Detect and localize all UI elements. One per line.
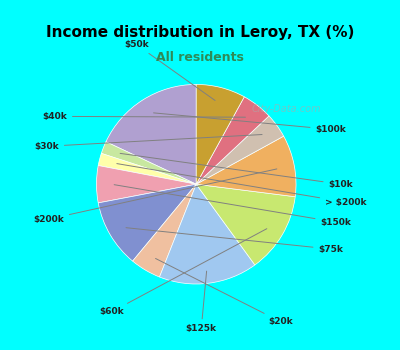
Text: City-Data.com: City-Data.com (251, 104, 321, 114)
Text: $50k: $50k (124, 40, 215, 100)
Text: $60k: $60k (99, 229, 267, 316)
Text: $30k: $30k (34, 134, 262, 151)
Wedge shape (106, 84, 196, 184)
Wedge shape (101, 142, 196, 184)
Text: $200k: $200k (33, 169, 277, 224)
Wedge shape (133, 184, 196, 277)
Text: $20k: $20k (156, 258, 293, 327)
Text: $150k: $150k (114, 185, 351, 227)
Text: > $200k: > $200k (117, 163, 367, 207)
Text: Income distribution in Leroy, TX (%): Income distribution in Leroy, TX (%) (46, 25, 354, 40)
Text: $125k: $125k (186, 271, 217, 334)
Wedge shape (196, 136, 296, 197)
Wedge shape (98, 153, 196, 184)
Text: $40k: $40k (42, 112, 246, 121)
Wedge shape (196, 116, 284, 184)
Wedge shape (160, 184, 255, 284)
Wedge shape (196, 84, 244, 184)
Wedge shape (196, 97, 269, 184)
Wedge shape (98, 184, 196, 261)
Text: $75k: $75k (126, 228, 343, 253)
Text: $100k: $100k (154, 113, 346, 134)
Text: $10k: $10k (120, 153, 353, 189)
Wedge shape (96, 166, 196, 203)
Text: All residents: All residents (156, 51, 244, 64)
Wedge shape (196, 184, 295, 265)
